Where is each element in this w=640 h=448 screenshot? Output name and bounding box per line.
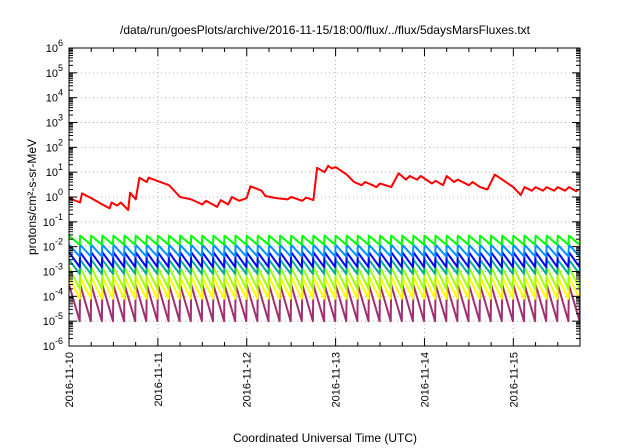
series-line bbox=[69, 251, 580, 269]
x-tick-label: 2016-11-15 bbox=[508, 352, 520, 407]
y-tick-label: 100 bbox=[46, 187, 63, 204]
series-layer bbox=[69, 164, 580, 323]
x-tick-labels: 2016-11-10 2016-11-11 2016-11-12 2016-11-13… bbox=[64, 352, 520, 407]
axes bbox=[68, 47, 581, 347]
y-tick-label: 103 bbox=[46, 113, 63, 130]
y-tick-label: 101 bbox=[46, 162, 63, 179]
x-tick-label: 2016-11-11 bbox=[153, 352, 165, 407]
y-tick-label: 102 bbox=[46, 137, 63, 154]
y-tick-label: 10-5 bbox=[43, 311, 63, 328]
y-tick-label: 10-6 bbox=[43, 336, 63, 353]
x-tick-label: 2016-11-14 bbox=[419, 352, 431, 407]
x-tick-label: 2016-11-12 bbox=[242, 352, 254, 407]
chart-title: /data/run/goesPlots/archive/2016-11-15/1… bbox=[120, 23, 531, 37]
y-axis-title: protons/cm²-s-sr-MeV bbox=[25, 139, 39, 255]
series-line bbox=[69, 283, 580, 323]
y-tick-label: 104 bbox=[46, 88, 63, 105]
y-tick-label: 10-3 bbox=[43, 262, 63, 279]
y-tick-label: 10-4 bbox=[43, 286, 63, 303]
y-tick-label: 106 bbox=[46, 38, 63, 55]
series-line bbox=[69, 243, 580, 258]
y-tick-label: 10-1 bbox=[43, 212, 63, 229]
x-axis-title: Coordinated Universal Time (UTC) bbox=[233, 431, 417, 445]
y-tick-labels: 10-6 10-5 10-4 10-3 10-2 10-1 100 101 102 103 104 1… bbox=[43, 38, 63, 353]
y-tick-label: 10-2 bbox=[43, 237, 63, 254]
series-line bbox=[69, 234, 580, 246]
series-line bbox=[69, 266, 580, 290]
y-tick-label: 105 bbox=[46, 63, 63, 80]
plot-frame bbox=[68, 47, 581, 347]
x-tick-label: 2016-11-10 bbox=[64, 352, 76, 407]
x-tick-label: 2016-11-13 bbox=[331, 352, 343, 407]
series-line bbox=[69, 164, 579, 211]
